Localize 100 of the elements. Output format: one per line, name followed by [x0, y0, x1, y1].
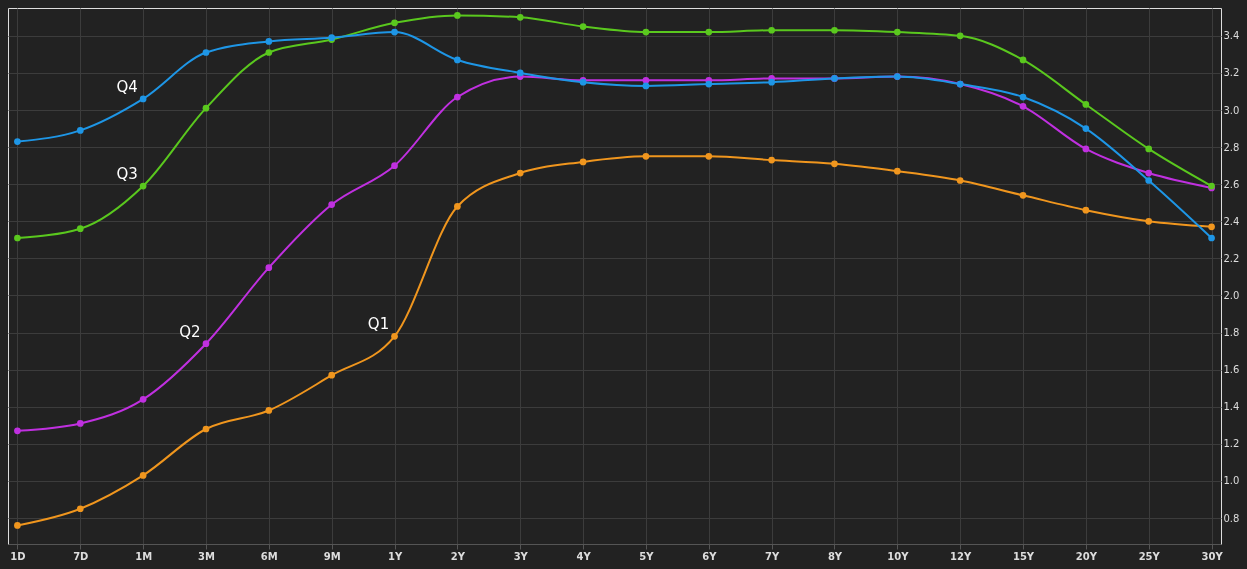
- point: [956, 32, 964, 40]
- x-tick-label: 1D: [10, 550, 26, 562]
- point: [642, 76, 650, 84]
- point: [768, 156, 775, 164]
- point: [516, 69, 524, 77]
- x-tick-label: 7Y: [765, 550, 780, 562]
- point: [14, 138, 21, 145]
- point: [768, 26, 775, 34]
- point: [202, 49, 210, 56]
- point: [391, 332, 398, 340]
- x-tick-label: 1Y: [387, 550, 403, 562]
- point: [642, 82, 650, 90]
- point: [1145, 217, 1153, 225]
- x-tick-label: 3M: [198, 550, 215, 562]
- x-tick-label: 6M: [260, 550, 278, 562]
- point: [956, 177, 964, 184]
- point: [265, 407, 273, 414]
- y-tick-label: 2.0: [1223, 289, 1240, 301]
- x-tick-label: 10Y: [887, 550, 910, 562]
- x-tick-label: 8Y: [827, 550, 843, 562]
- point: [202, 104, 210, 112]
- y-tick-label: 1.6: [1223, 364, 1240, 376]
- y-tick-label: 3.4: [1223, 30, 1240, 42]
- point: [516, 169, 524, 177]
- point: [1145, 177, 1153, 184]
- series-label: Q4: [116, 77, 138, 96]
- y-tick-label: 3.2: [1223, 67, 1240, 79]
- point: [454, 56, 461, 64]
- y-tick-label: 0.8: [1223, 512, 1240, 524]
- x-tick-label: 30Y: [1201, 550, 1224, 562]
- y-tick-label: 3.0: [1223, 104, 1240, 116]
- series-label: Q2: [179, 322, 201, 341]
- point: [76, 505, 84, 513]
- point: [642, 153, 650, 160]
- point: [265, 38, 273, 45]
- point: [1019, 56, 1027, 64]
- x-tick-label: 1M: [135, 550, 153, 562]
- point: [454, 203, 461, 210]
- point: [14, 522, 21, 529]
- y-tick-label: 1.2: [1223, 438, 1240, 450]
- point: [14, 234, 21, 242]
- point: [1082, 125, 1090, 132]
- y-tick-label: 1.8: [1223, 327, 1240, 339]
- point: [1082, 206, 1090, 214]
- x-tick-label: 6Y: [702, 550, 718, 562]
- y-tick-label: 1.4: [1223, 401, 1240, 413]
- point: [705, 28, 713, 36]
- point: [202, 340, 210, 348]
- point: [705, 80, 713, 88]
- x-tick-label: 2Y: [450, 550, 466, 562]
- point: [139, 95, 147, 103]
- point: [1082, 101, 1090, 108]
- point: [265, 264, 273, 271]
- x-tick-label: 25Y: [1138, 550, 1161, 562]
- point: [579, 158, 587, 166]
- point: [831, 160, 838, 168]
- point: [391, 19, 398, 27]
- x-tick-label: 4Y: [576, 550, 592, 562]
- y-tick-label: 1.0: [1223, 475, 1240, 487]
- point: [1145, 169, 1153, 177]
- point: [139, 182, 147, 190]
- point: [454, 12, 461, 19]
- point: [265, 49, 273, 56]
- point: [1208, 223, 1215, 231]
- point: [391, 162, 398, 169]
- point: [1019, 93, 1027, 101]
- point: [76, 225, 84, 233]
- x-tick-label: 15Y: [1012, 550, 1035, 562]
- point: [328, 371, 336, 379]
- y-tick-label: 2.8: [1223, 141, 1240, 153]
- point: [1145, 145, 1153, 153]
- x-tick-label: 12Y: [950, 550, 972, 562]
- y-tick-label: 2.2: [1223, 252, 1240, 264]
- y-tick-label: 2.6: [1223, 178, 1240, 190]
- x-tick-label: 7D: [73, 550, 89, 562]
- point: [1019, 102, 1027, 110]
- point: [202, 425, 210, 433]
- series-label: Q1: [367, 315, 390, 334]
- point: [705, 153, 713, 160]
- x-tick-label: 20Y: [1075, 550, 1098, 562]
- point: [76, 420, 84, 427]
- point: [76, 127, 84, 134]
- point: [454, 93, 461, 101]
- point: [579, 23, 587, 30]
- point: [831, 26, 838, 34]
- point: [893, 28, 901, 36]
- point: [1082, 145, 1090, 153]
- point: [328, 201, 336, 208]
- x-tick-label: 5Y: [639, 550, 655, 562]
- point: [139, 395, 147, 403]
- x-tick-label: 3Y: [513, 550, 529, 562]
- x-tick-label: 9M: [323, 550, 341, 562]
- point: [893, 167, 901, 175]
- y-tick-label: 2.4: [1223, 215, 1240, 227]
- point: [14, 427, 21, 435]
- point: [139, 472, 147, 479]
- point: [642, 28, 650, 36]
- point: [516, 13, 524, 21]
- point: [391, 28, 398, 36]
- series-label: Q3: [116, 165, 138, 184]
